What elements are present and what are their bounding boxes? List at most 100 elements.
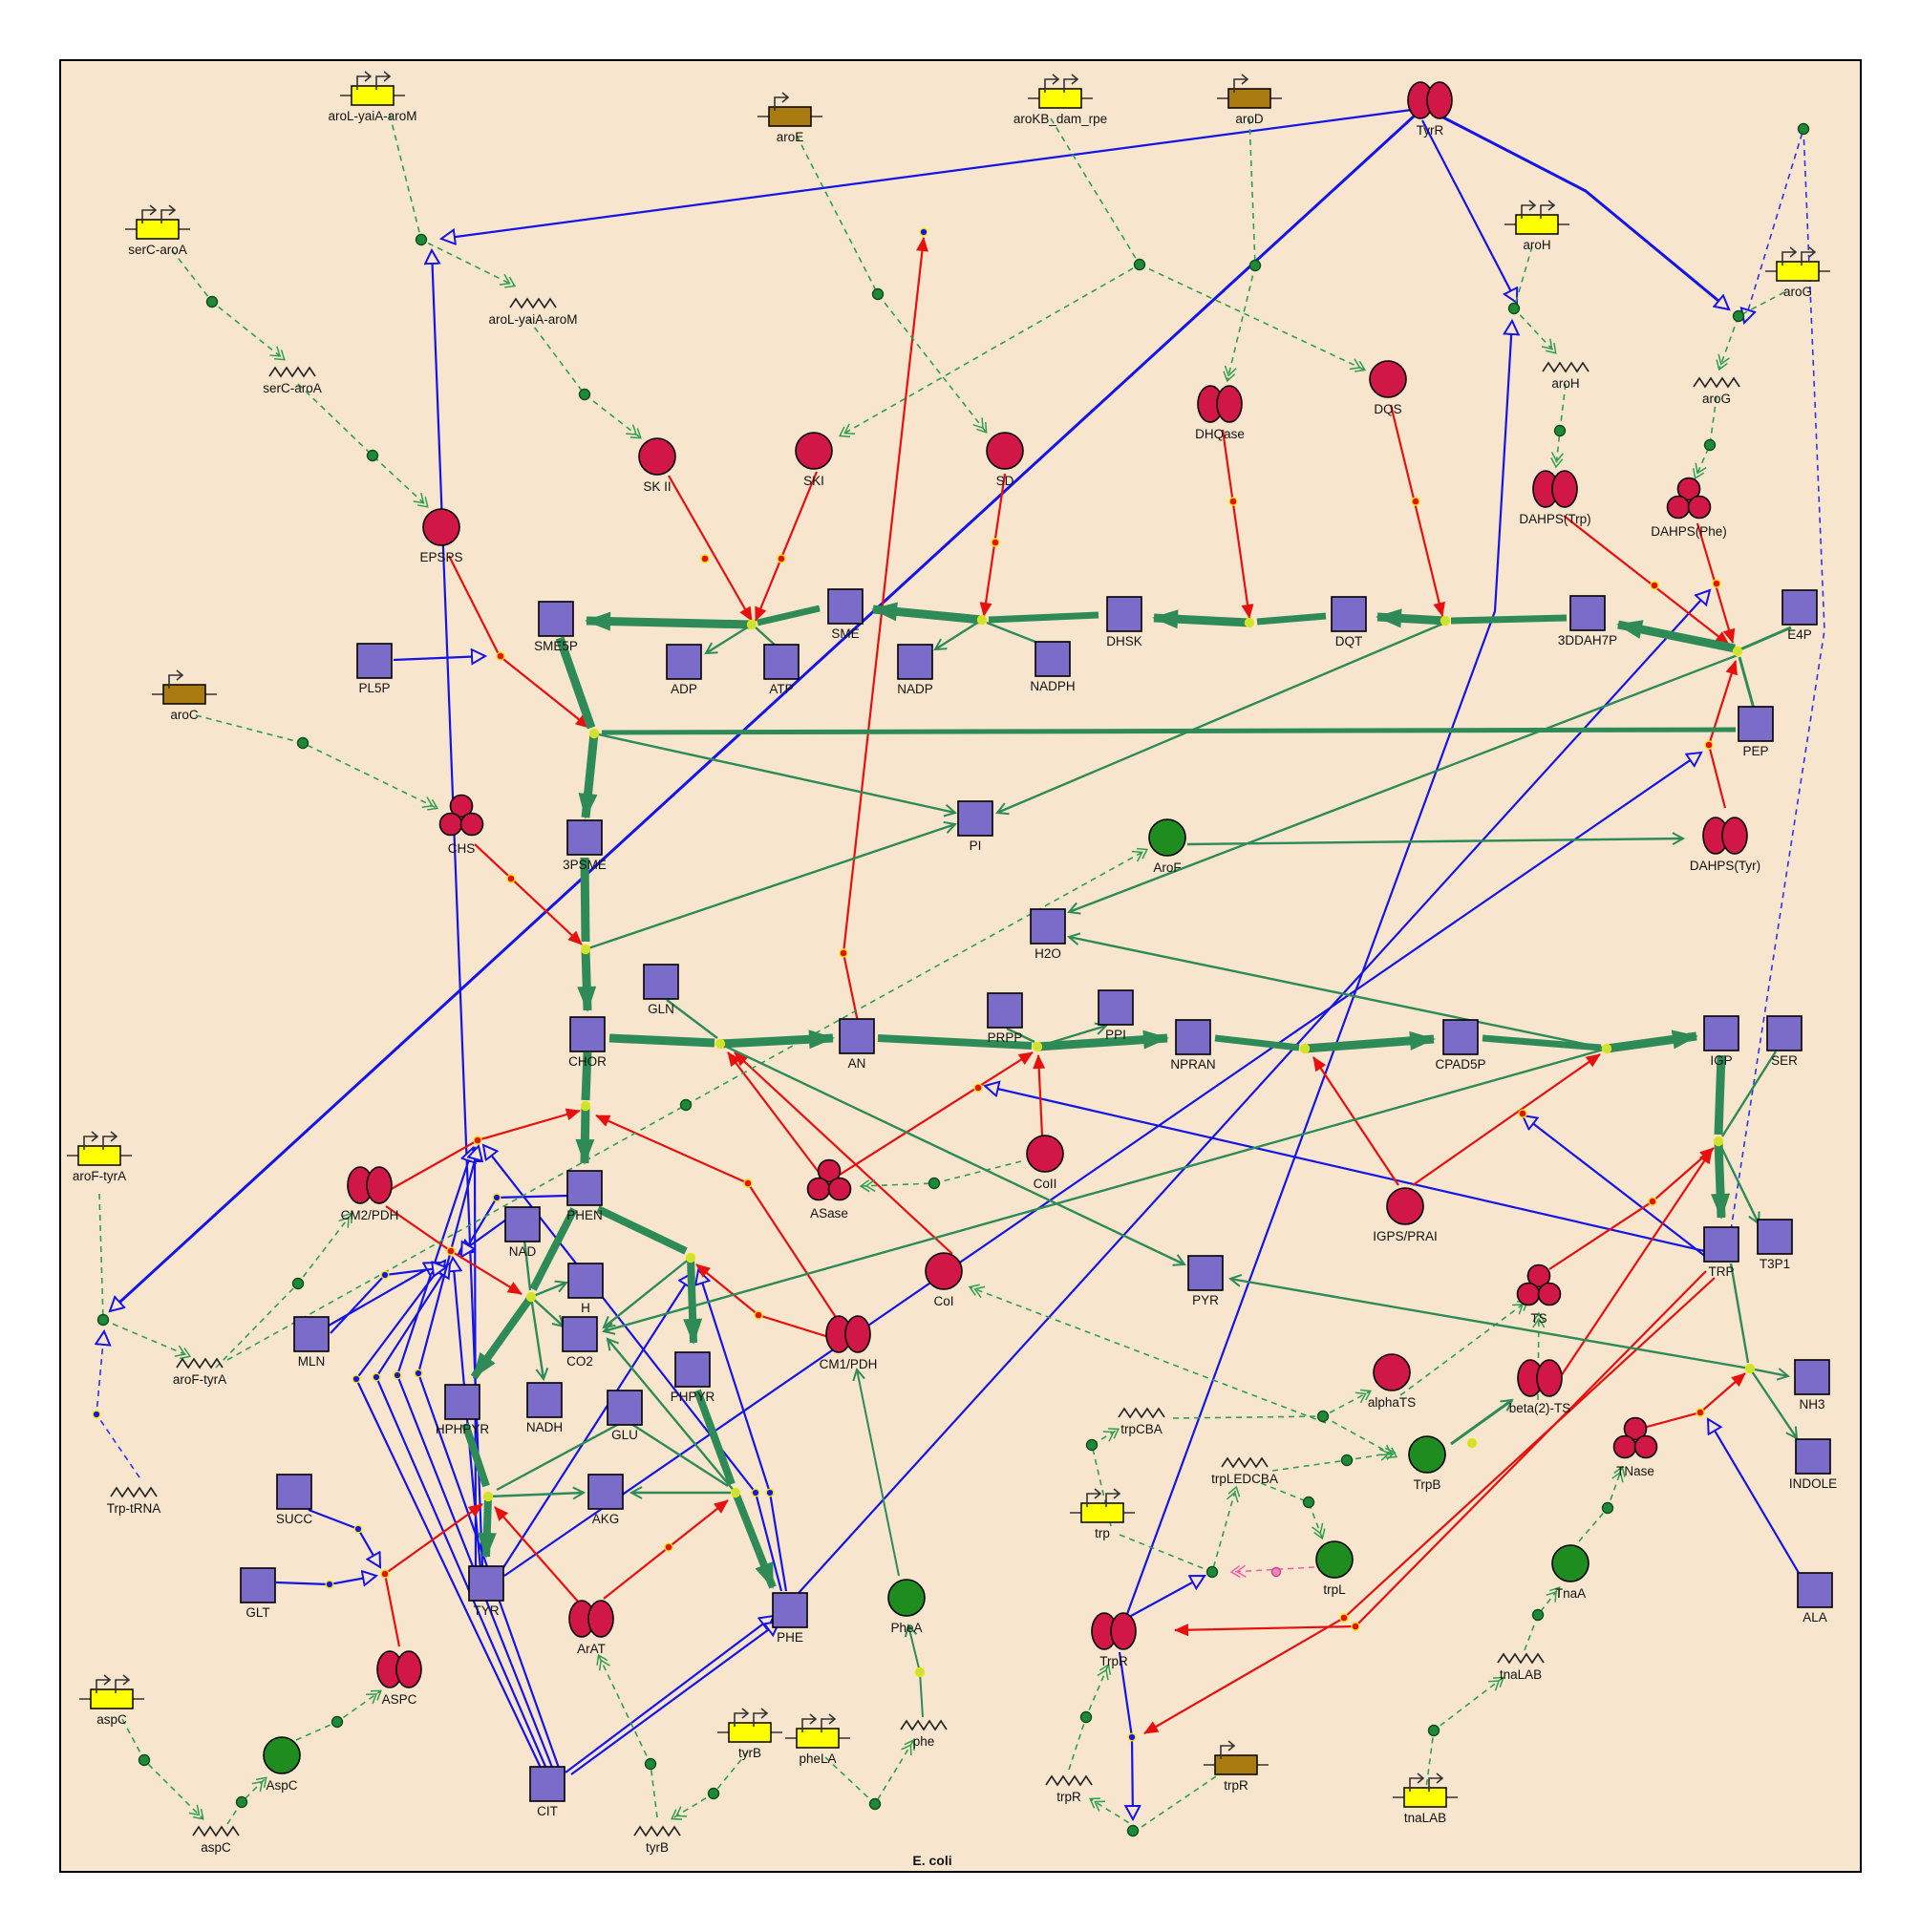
metabolite-square[interactable]: [1703, 1015, 1739, 1051]
enzyme-shape[interactable]: [1426, 81, 1453, 119]
enzyme-ASase[interactable]: ASase: [806, 1158, 852, 1221]
metabolite-MLN[interactable]: MLN: [293, 1316, 330, 1369]
metabolite-PPI[interactable]: PPI: [1098, 989, 1134, 1042]
metabolite-PEP[interactable]: PEP: [1738, 706, 1774, 758]
metabolite-square[interactable]: [356, 643, 393, 679]
metabolite-PHPYR[interactable]: PHPYR: [671, 1351, 715, 1404]
enzyme-SD[interactable]: SD: [986, 432, 1024, 488]
gene-trpR[interactable]: trpR: [1204, 1740, 1269, 1793]
metabolite-DHSK[interactable]: DHSK: [1106, 596, 1142, 648]
metabolite-CIT[interactable]: CIT: [529, 1766, 565, 1818]
metabolite-IGP[interactable]: IGP: [1703, 1015, 1739, 1068]
metabolite-ALA[interactable]: ALA: [1797, 1572, 1833, 1624]
metabolite-PHE[interactable]: PHE: [772, 1592, 808, 1645]
metabolite-square[interactable]: [987, 992, 1023, 1029]
metabolite-square[interactable]: [1442, 1019, 1479, 1055]
enzyme-ASPC[interactable]: ASPC: [376, 1650, 422, 1707]
enzyme-CHS[interactable]: CHS: [438, 794, 484, 857]
enzyme-CoI[interactable]: CoI: [925, 1252, 963, 1308]
mrna-trpCBA[interactable]: trpCBA: [1118, 1407, 1165, 1436]
enzyme-shape[interactable]: [587, 1600, 614, 1638]
metabolite-square[interactable]: [276, 1474, 312, 1510]
enzyme-shape[interactable]: [422, 508, 460, 546]
enzyme-shape[interactable]: [1666, 495, 1691, 520]
metabolite-square[interactable]: [674, 1351, 711, 1388]
mrna-tyrB[interactable]: tyrB: [633, 1825, 681, 1855]
metabolite-AN[interactable]: AN: [839, 1018, 875, 1071]
metabolite-square[interactable]: [1035, 641, 1071, 677]
metabolite-square[interactable]: [839, 1018, 875, 1054]
enzyme-DHQase[interactable]: DHQase: [1195, 385, 1245, 441]
metabolite-PI[interactable]: PI: [957, 800, 993, 853]
metabolite-NADP[interactable]: NADP: [897, 644, 933, 696]
metabolite-square[interactable]: [566, 819, 603, 856]
metabolite-PHEN[interactable]: PHEN: [566, 1170, 603, 1222]
protein-TrpB[interactable]: TrpB: [1408, 1435, 1446, 1492]
enzyme-shape[interactable]: [1612, 1434, 1637, 1459]
enzyme-shape[interactable]: [1216, 385, 1243, 423]
enzyme-shape[interactable]: [459, 812, 484, 837]
metabolite-square[interactable]: [1569, 595, 1606, 631]
metabolite-INDOLE[interactable]: INDOLE: [1789, 1438, 1837, 1491]
metabolite-TRP[interactable]: TRP: [1703, 1226, 1739, 1279]
enzyme-CM2/PDH[interactable]: CM2/PDH: [341, 1166, 399, 1222]
gene-tnaLAB[interactable]: tnaLAB: [1393, 1773, 1458, 1825]
enzyme-SK II[interactable]: SK II: [638, 437, 676, 494]
gene-box[interactable]: [768, 106, 812, 127]
metabolite-square[interactable]: [468, 1565, 504, 1602]
enzyme-alphaTS[interactable]: alphaTS: [1368, 1353, 1416, 1410]
gene-box[interactable]: [1214, 1754, 1258, 1775]
mrna-phe[interactable]: phe: [900, 1719, 948, 1749]
protein-TnaA[interactable]: TnaA: [1551, 1544, 1589, 1601]
metabolite-square[interactable]: [529, 1766, 565, 1802]
metabolite-square[interactable]: [1797, 1572, 1833, 1608]
mrna-Trp-tRNA[interactable]: Trp-tRNA: [107, 1486, 161, 1516]
enzyme-SKI[interactable]: SKI: [795, 432, 833, 488]
metabolite-NAD[interactable]: NAD: [504, 1206, 541, 1259]
enzyme-DAHPS(Trp)[interactable]: DAHPS(Trp): [1519, 470, 1591, 526]
enzyme-shape[interactable]: [1536, 1359, 1563, 1397]
metabolite-square[interactable]: [562, 1316, 598, 1352]
metabolite-H2O[interactable]: H2O: [1030, 908, 1066, 961]
metabolite-square[interactable]: [567, 1263, 604, 1299]
gene-box[interactable]: [728, 1722, 772, 1743]
gene-box[interactable]: [1227, 88, 1271, 109]
gene-serC-aroA[interactable]: serC-aroA: [125, 204, 190, 257]
metabolite-square[interactable]: [1331, 596, 1367, 632]
enzyme-CM1/PDH[interactable]: CM1/PDH: [820, 1315, 878, 1371]
gene-aroL-yaiA-aroM[interactable]: aroL-yaiA-aroM: [328, 71, 417, 123]
enzyme-shape[interactable]: [1373, 1353, 1411, 1391]
metabolite-E4P[interactable]: E4P: [1781, 589, 1818, 642]
metabolite-H[interactable]: H: [567, 1263, 604, 1315]
enzyme-TrpR[interactable]: TrpR: [1091, 1612, 1137, 1668]
metabolite-square[interactable]: [1738, 706, 1774, 742]
enzyme-TS[interactable]: TS: [1516, 1263, 1562, 1327]
metabolite-square[interactable]: [897, 644, 933, 680]
protein-AroF[interactable]: AroF: [1148, 818, 1186, 875]
metabolite-NPRAN[interactable]: NPRAN: [1170, 1019, 1216, 1072]
metabolite-square[interactable]: [569, 1016, 606, 1052]
metabolite-CPAD5P[interactable]: CPAD5P: [1435, 1019, 1486, 1072]
enzyme-DAHPS(Phe)[interactable]: DAHPS(Phe): [1651, 477, 1727, 540]
enzyme-shape[interactable]: [449, 794, 474, 818]
metabolite-SME5P[interactable]: SME5P: [534, 601, 578, 653]
gene-box[interactable]: [90, 1688, 134, 1709]
metabolite-square[interactable]: [1703, 1226, 1739, 1263]
metabolite-square[interactable]: [293, 1316, 330, 1352]
metabolite-AKG[interactable]: AKG: [587, 1474, 624, 1526]
gene-box[interactable]: [77, 1145, 121, 1166]
gene-aroF-tyrA[interactable]: aroF-tyrA: [67, 1131, 132, 1183]
metabolite-square[interactable]: [444, 1384, 480, 1420]
metabolite-square[interactable]: [1794, 1359, 1830, 1395]
enzyme-shape[interactable]: [1687, 495, 1712, 520]
gene-box[interactable]: [1038, 88, 1082, 109]
metabolite-NH3[interactable]: NH3: [1794, 1359, 1830, 1412]
metabolite-SER[interactable]: SER: [1766, 1015, 1803, 1068]
metabolite-CO2[interactable]: CO2: [562, 1316, 598, 1369]
gene-aspC[interactable]: aspC: [79, 1674, 144, 1727]
metabolite-square[interactable]: [240, 1567, 276, 1603]
protein-AspC[interactable]: AspC: [263, 1736, 301, 1793]
mrna-aroH[interactable]: aroH: [1542, 361, 1589, 391]
metabolite-square[interactable]: [957, 800, 993, 837]
enzyme-TNase[interactable]: TNase: [1612, 1416, 1658, 1479]
